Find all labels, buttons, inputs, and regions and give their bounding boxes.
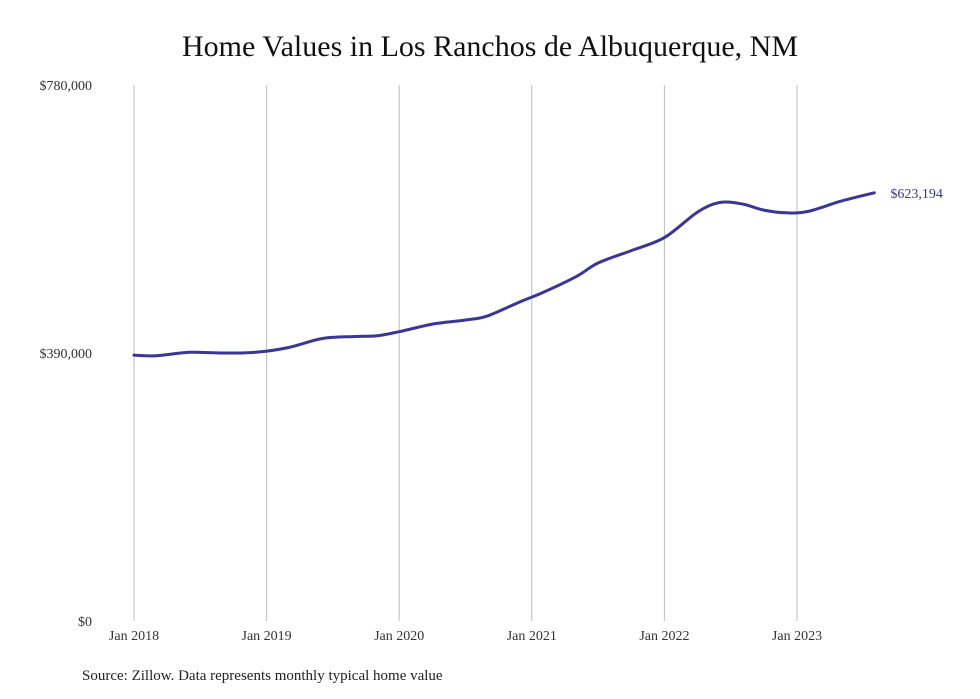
x-tick-label: Jan 2021	[507, 629, 557, 644]
x-tick-label: Jan 2018	[109, 629, 159, 644]
y-axis: $780,000 $390,000 $0	[40, 79, 93, 630]
x-tick-label: Jan 2020	[374, 629, 424, 644]
y-tick-label: $780,000	[40, 79, 93, 94]
source-note: Source: Zillow. Data represents monthly …	[82, 668, 443, 684]
gridlines	[133, 85, 798, 621]
end-value-label: $623,194	[890, 187, 943, 202]
x-tick-label: Jan 2022	[639, 629, 689, 644]
x-axis: Jan 2018 Jan 2019 Jan 2020 Jan 2021 Jan 2022…	[109, 629, 822, 644]
series-line	[132, 191, 876, 358]
series-layer	[132, 191, 876, 358]
x-tick-label: Jan 2023	[772, 629, 822, 644]
y-tick-label: $390,000	[40, 347, 93, 362]
y-tick-label: $0	[78, 615, 92, 630]
chart-title: Home Values in Los Ranchos de Albuquerqu…	[181, 30, 799, 63]
x-tick-label: Jan 2019	[242, 629, 292, 644]
label-layer: $623,194	[890, 187, 943, 202]
